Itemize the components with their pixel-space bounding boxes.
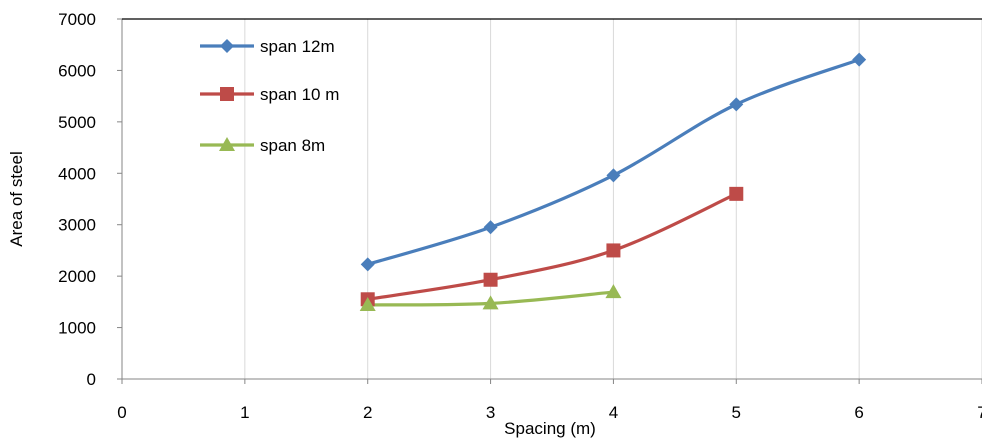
legend-marker-1 <box>220 87 234 101</box>
y-tick-label-7: 7000 <box>58 10 96 29</box>
x-tick-label-0: 0 <box>117 403 126 422</box>
x-axis-label: Spacing (m) <box>504 419 596 438</box>
x-tick-label-3: 3 <box>486 403 495 422</box>
x-tick-label-4: 4 <box>609 403 618 422</box>
x-tick-labels: 0 1 2 3 4 5 6 7 <box>117 403 982 422</box>
legend-marker-0 <box>220 39 234 53</box>
y-tick-labels: 0 1000 2000 3000 4000 5000 6000 7000 <box>58 10 96 389</box>
legend-label-1: span 10 m <box>260 85 339 104</box>
y-tick-label-6: 6000 <box>58 61 96 80</box>
data-point-0-4 <box>852 52 867 67</box>
y-axis-label: Area of steel <box>7 151 26 246</box>
y-tick-label-3: 3000 <box>58 216 96 235</box>
data-point-0-0 <box>360 257 375 272</box>
x-tick-label-6: 6 <box>854 403 863 422</box>
data-point-2-0 <box>359 296 376 311</box>
data-point-2-1 <box>482 295 499 310</box>
x-tick-label-7: 7 <box>977 403 982 422</box>
y-tick-label-1: 1000 <box>58 319 96 338</box>
y-tick-label-2: 2000 <box>58 267 96 286</box>
legend-marker-2 <box>219 137 235 151</box>
y-tick-label-0: 0 <box>87 370 96 389</box>
data-point-1-1 <box>483 272 498 287</box>
legend-label-2: span 8m <box>260 136 325 155</box>
data-point-1-2 <box>606 243 621 258</box>
data-point-1-3 <box>729 186 744 201</box>
legend: span 12m span 10 m span 8m <box>200 37 339 155</box>
x-tick-label-2: 2 <box>363 403 372 422</box>
y-tick-label-5: 5000 <box>58 113 96 132</box>
x-tick-label-1: 1 <box>240 403 249 422</box>
data-point-2-2 <box>605 284 622 299</box>
data-point-0-2 <box>606 168 621 183</box>
x-tick-label-5: 5 <box>732 403 741 422</box>
grid-lines <box>244 19 982 379</box>
data-point-0-3 <box>729 97 744 112</box>
series-markers <box>359 52 867 311</box>
axes <box>117 18 982 384</box>
legend-label-0: span 12m <box>260 37 335 56</box>
data-point-0-1 <box>483 220 498 235</box>
y-tick-label-4: 4000 <box>58 164 96 183</box>
series-line-1 <box>366 192 738 301</box>
